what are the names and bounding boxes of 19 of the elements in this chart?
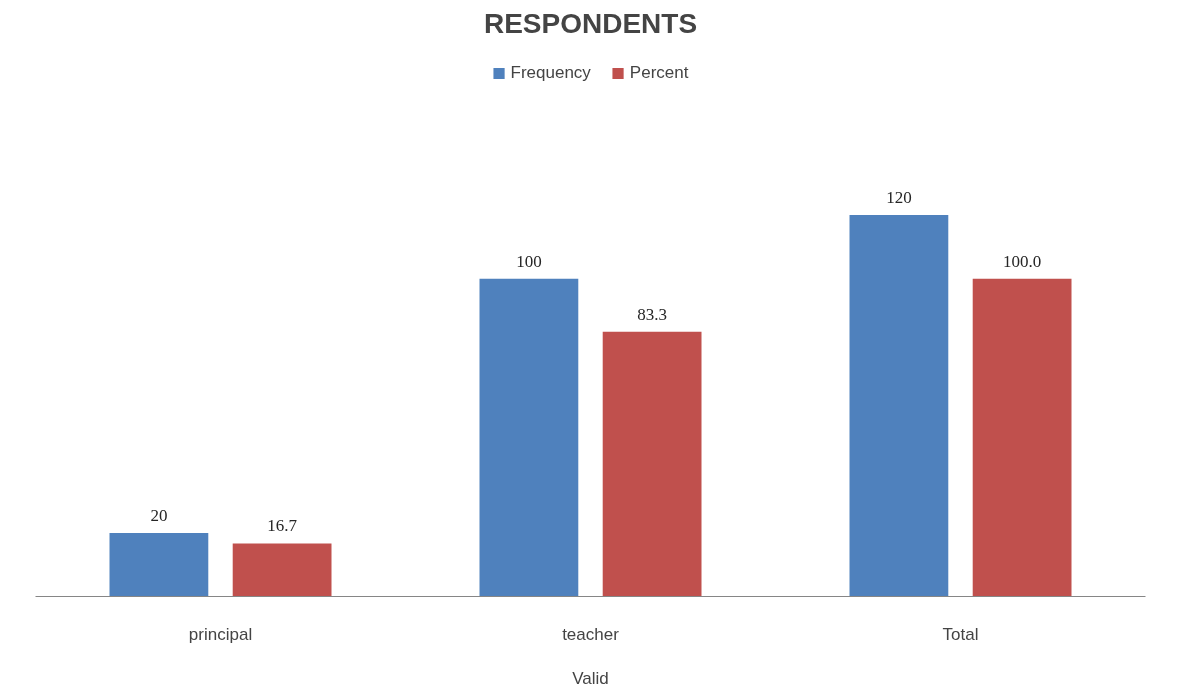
x-tick-label: principal — [188, 624, 253, 644]
x-tick-label: teacher — [562, 624, 620, 644]
bar — [849, 215, 949, 597]
data-label: 83.3 — [637, 304, 667, 324]
bar — [232, 543, 332, 597]
bar — [479, 278, 579, 597]
bar — [972, 278, 1072, 597]
bar — [602, 331, 702, 597]
legend-label: Frequency — [510, 63, 591, 83]
legend-label: Percent — [629, 63, 689, 83]
data-label: 100 — [516, 251, 542, 271]
chart-title: RESPONDENTS — [483, 7, 698, 39]
data-label: 20 — [150, 505, 168, 525]
data-label: 16.7 — [267, 516, 298, 536]
x-tick-label: Total — [942, 624, 979, 644]
x-axis-title: Valid — [572, 668, 609, 688]
data-label: 100.0 — [1002, 251, 1042, 271]
data-label: 120 — [886, 188, 912, 208]
bar — [109, 532, 209, 597]
